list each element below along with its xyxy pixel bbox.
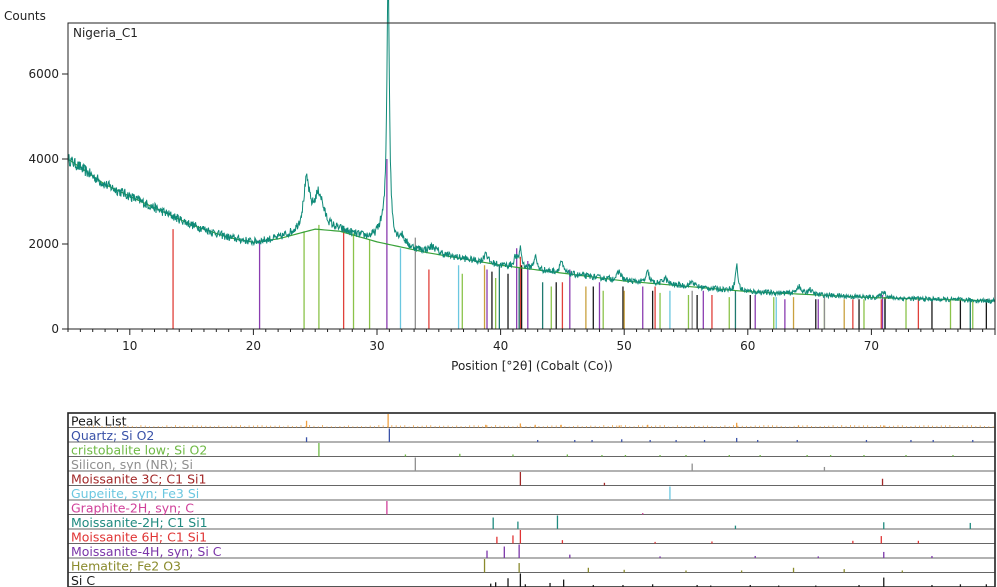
stick-row-label: Moissanite-4H, syn; Si C	[71, 544, 222, 559]
diffraction-pattern-line	[67, 0, 996, 304]
stick-row-label: Quartz; Si O2	[71, 428, 154, 443]
stick-row-label: cristobalite low; Si O2	[71, 443, 207, 458]
stick-row: Moissanite 6H; C1 Si1	[68, 530, 995, 545]
stick-row-label: Silicon, syn (NR); Si	[71, 457, 193, 472]
x-tick-label: 60	[740, 339, 755, 353]
stick-row: Moissanite-2H; C1 Si1	[68, 515, 995, 530]
y-axis-label: Counts	[4, 9, 46, 23]
stick-row: Hematite; Fe2 O3	[68, 559, 995, 574]
stick-row: Quartz; Si O2	[68, 428, 995, 443]
y-tick-label: 0	[51, 322, 59, 336]
stick-row-label: Moissanite 3C; C1 Si1	[71, 472, 206, 487]
x-axis-label: Position [°2θ] (Cobalt (Co))	[451, 359, 613, 373]
stick-row-label: Moissanite 6H; C1 Si1	[71, 530, 207, 545]
stick-row: Moissanite-4H, syn; Si C	[68, 544, 995, 559]
x-axis-ticks: 10 20 30 40 50 60 70	[67, 329, 996, 353]
stick-row: Silicon, syn (NR); Si	[68, 457, 995, 472]
stick-row-label: Hematite; Fe2 O3	[71, 559, 181, 574]
main-plot: Counts Nigeria_C1 0 2000 4000 6000 10 20 30 40…	[4, 0, 996, 373]
x-tick-label: 10	[122, 339, 137, 353]
x-tick-label: 20	[246, 339, 261, 353]
sample-label: Nigeria_C1	[73, 26, 138, 40]
x-tick-label: 40	[493, 339, 508, 353]
y-tick-label: 4000	[28, 152, 59, 166]
y-tick-label: 2000	[28, 237, 59, 251]
x-tick-label: 30	[369, 339, 384, 353]
y-tick-label: 6000	[28, 67, 59, 81]
stick-row: Gupeiite, syn; Fe3 Si	[68, 486, 995, 501]
stick-row-label: Graphite-2H, syn; C	[71, 501, 194, 516]
stick-row: Si C	[68, 573, 995, 587]
stick-row-label: Gupeiite, syn; Fe3 Si	[71, 486, 199, 501]
stick-row: Graphite-2H, syn; C	[68, 501, 995, 516]
x-tick-label: 50	[617, 339, 632, 353]
stick-row: Peak List	[68, 414, 995, 429]
plot-frame	[67, 22, 996, 330]
stick-row: cristobalite low; Si O2	[68, 443, 995, 458]
y-axis-ticks: 0 2000 4000 6000	[28, 67, 68, 336]
stick-row-label: Moissanite-2H; C1 Si1	[71, 515, 208, 530]
stick-row-label: Peak List	[71, 414, 127, 429]
stick-row-label: Si C	[71, 573, 95, 587]
x-tick-label: 70	[864, 339, 879, 353]
reference-lines	[172, 159, 987, 329]
stick-row: Moissanite 3C; C1 Si1	[68, 472, 995, 487]
